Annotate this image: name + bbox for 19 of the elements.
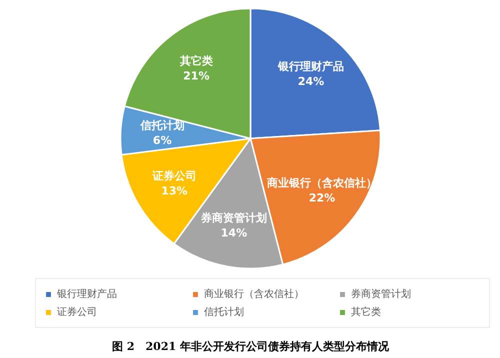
data-label: 21%: [183, 70, 210, 83]
text: 图 2 2021 年非公开发行公司债券持有人类型分布情况: [112, 340, 390, 353]
slice-label: 证券公司: [151, 170, 196, 182]
slice-label: 商业银行（含农信社）: [266, 176, 378, 190]
legend-label: 证券公司: [57, 306, 98, 319]
data-label: 14%: [220, 226, 248, 240]
legend-label: 券商资管计划: [351, 288, 412, 301]
data-label: 13%: [161, 184, 188, 198]
legend-label: 信托计划: [204, 306, 245, 319]
data-label: 6%: [152, 134, 172, 147]
slice-label: 银行理财产品: [277, 60, 344, 74]
slice-label: 券商资管计划: [200, 211, 267, 224]
data-label: 24%: [298, 75, 324, 88]
slice-label: 其它类: [178, 54, 213, 68]
legend-label: 其它类: [351, 306, 382, 319]
slice-label: 信托计划: [139, 118, 184, 132]
legend-label: 银行理财产品: [57, 288, 118, 301]
legend-label: 商业银行（含农信社）: [204, 288, 305, 301]
data-label: 22%: [308, 191, 336, 204]
